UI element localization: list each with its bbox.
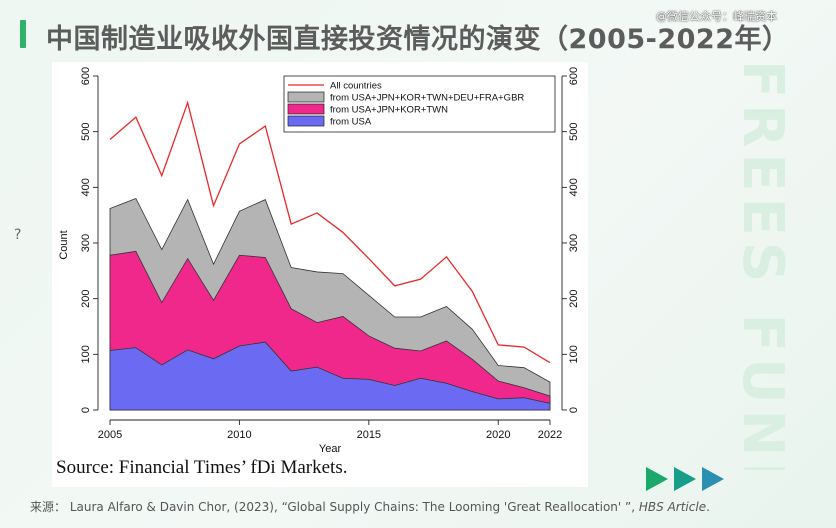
y-tick-label-left: 500 — [80, 122, 92, 140]
y-tick-label-right: 400 — [568, 178, 580, 196]
x-tick-label: 2015 — [357, 429, 381, 441]
arrow-right-icon[interactable] — [702, 467, 724, 491]
x-tick-label: 2010 — [227, 429, 251, 441]
legend-swatch — [287, 115, 325, 127]
y-tick-label-left: 600 — [80, 67, 92, 85]
legend-label: from USA+JPN+KOR+TWN+DEU+FRA+GBR — [330, 93, 524, 104]
chart-card: 0 0 100 100 200 200 300 300 400 400 500 500 600 600 20… — [52, 62, 588, 487]
side-question-mark: ? — [14, 227, 22, 243]
y-tick-label-left: 100 — [80, 345, 92, 363]
brand-watermark: FREES FUND — [735, 60, 795, 470]
y-tick-label-right: 300 — [568, 234, 580, 252]
footer-citation: 来源： Laura Alfaro & Davin Chor, (2023), “… — [30, 498, 710, 515]
x-tick-label: 2020 — [486, 429, 510, 441]
y-tick-label-right: 600 — [568, 67, 580, 85]
legend-swatch — [287, 103, 325, 115]
legend-label: All countries — [330, 81, 382, 92]
plot-layers — [109, 100, 551, 411]
legend-swatch — [287, 91, 325, 103]
footer-prefix: 来源： — [30, 500, 67, 514]
title-accent-bar — [20, 20, 26, 48]
y-tick-label-left: 0 — [80, 407, 92, 413]
y-axis-label: Count — [58, 230, 70, 259]
wechat-watermark: @微信公众号：峰瑞资本 — [656, 10, 777, 23]
legend-label: from USA — [330, 117, 372, 128]
fdi-area-chart: 0 0 100 100 200 200 300 300 400 400 500 500 600 600 20… — [58, 67, 580, 455]
y-tick-label-left: 300 — [80, 234, 92, 252]
y-tick-label-left: 400 — [80, 178, 92, 196]
y-tick-label-left: 200 — [80, 289, 92, 307]
legend-label: from USA+JPN+KOR+TWN — [330, 105, 448, 116]
arrow-right-icon[interactable] — [646, 467, 668, 491]
y-tick-label-right: 200 — [568, 289, 580, 307]
y-tick-label-right: 100 — [568, 345, 580, 363]
next-arrows[interactable] — [646, 465, 728, 493]
page-title: 中国制造业吸收外国直接投资情况的演变（2005-2022年） — [46, 24, 790, 55]
legend-box — [283, 75, 556, 133]
footer-journal: HBS Article — [638, 500, 707, 514]
y-tick-label-right: 500 — [568, 122, 580, 140]
area-series-3 — [109, 341, 551, 411]
footer-suffix: . — [706, 500, 710, 514]
arrow-right-icon[interactable] — [674, 467, 696, 491]
line-series-all-countries — [109, 100, 551, 364]
x-axis-label: Year — [319, 443, 342, 455]
x-tick-label: 2022 — [538, 429, 562, 441]
x-tick-label: 2005 — [98, 429, 122, 441]
axes-layer: 0 0 100 100 200 200 300 300 400 400 500 500 600 600 20… — [80, 67, 580, 441]
chart-source-note: Source: Financial Times’ fDi Markets. — [56, 457, 348, 478]
y-tick-label-right: 0 — [568, 407, 580, 413]
footer-citation-text: Laura Alfaro & Davin Chor, (2023), “Glob… — [69, 500, 636, 514]
